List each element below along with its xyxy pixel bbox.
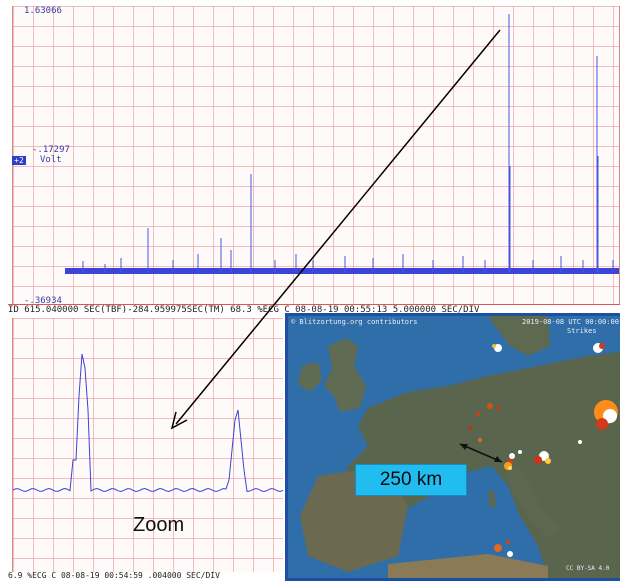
landmass-britain [324,338,366,412]
main-trace-chart [65,14,619,274]
europe-map [298,316,620,578]
distance-arrow [459,443,503,463]
landmass-italy [504,466,560,538]
y-min-label: -.36934 [24,296,62,306]
zoom-label: Zoom [133,514,185,536]
distance-label-box: 250 km [355,464,467,496]
main-oscilloscope-panel [12,6,620,304]
landmass-corsica [488,490,496,508]
landmass-scandinavia [488,316,550,356]
channel-badge[interactable]: +2 [12,156,26,165]
unit-label: Volt [40,155,62,165]
y-mid-label: -.17297 [32,145,70,155]
landmass-north-africa [388,554,548,578]
landmass-ireland [298,362,322,392]
map-footer: CC BY-SA 4.0 [566,565,610,572]
zoom-trace-line [13,353,283,493]
map-strikes-label: Strikes [567,327,597,335]
distance-arrow-head-start [460,444,468,450]
y-max-label: 1.63066 [24,6,62,16]
lightning-map-panel [285,313,620,581]
map-timestamp: 2019-08-08 UTC 00:00:00 [522,318,619,326]
distance-arrow-head-end [494,456,502,462]
map-credit: © Blitzortung.org contributors [291,318,418,326]
zoom-status-bar: 6.9 %ECG C 08-08-19 00:54:59 .004000 SEC… [8,572,220,580]
